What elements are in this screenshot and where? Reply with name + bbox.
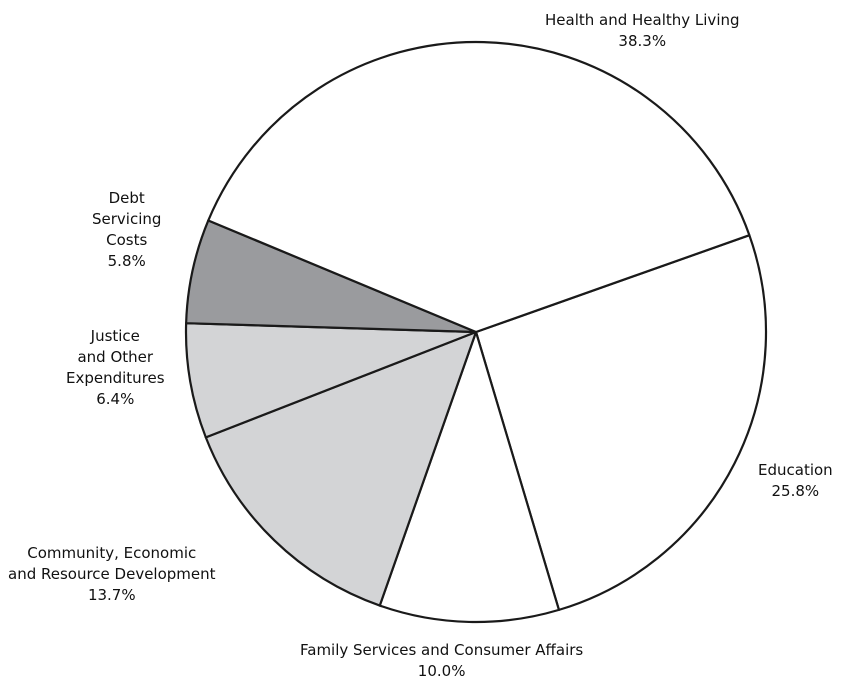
slice-value-health: 38.3% — [618, 32, 667, 50]
label-education: Education 25.8% — [758, 460, 833, 502]
slice-value-justice: 6.4% — [96, 390, 135, 408]
pie-slice-education — [474, 234, 768, 611]
pie-slice-community-economic-and-resource-development — [204, 330, 478, 607]
pie-slice-justice-and-other-expenditures — [184, 322, 478, 439]
pie-slice-family-services-and-consumer-affairs — [378, 330, 561, 624]
slice-name-debt-servicing: Debt Servicing Costs — [92, 189, 162, 249]
label-justice: Justice and Other Expenditures 6.4% — [66, 326, 165, 410]
slice-value-community-economic: 13.7% — [87, 586, 136, 604]
label-family-services: Family Services and Consumer Affairs 10.… — [300, 640, 583, 682]
pie-slice-health-and-healthy-living — [207, 40, 751, 334]
slice-name-community-economic: Community, Economic and Resource Develop… — [8, 544, 216, 583]
label-community-economic: Community, Economic and Resource Develop… — [8, 543, 216, 606]
slice-name-justice: Justice and Other Expenditures — [66, 327, 165, 387]
slice-value-family-services: 10.0% — [417, 662, 466, 680]
slice-value-debt-servicing: 5.8% — [107, 252, 146, 270]
label-debt-servicing: Debt Servicing Costs 5.8% — [92, 188, 161, 272]
label-health: Health and Healthy Living 38.3% — [545, 10, 740, 52]
slice-name-health: Health and Healthy Living — [545, 11, 740, 29]
slice-name-family-services: Family Services and Consumer Affairs — [300, 641, 584, 659]
slice-name-education: Education — [758, 461, 833, 479]
slice-value-education: 25.8% — [771, 482, 820, 500]
pie-slices — [184, 40, 768, 624]
